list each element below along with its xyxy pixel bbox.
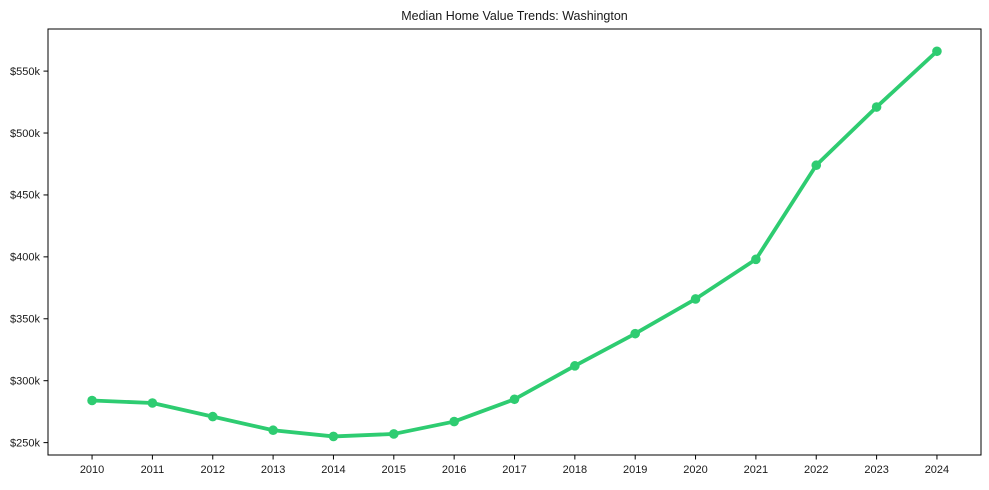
x-tick-label: 2023 [864,464,888,476]
plot-area: $250k $300k $350k $400k $450k $500k $550k 2010 2… [10,28,982,476]
x-tick-label: 2016 [442,464,466,476]
data-point-2019 [630,328,640,339]
x-tick-label: 2019 [623,464,647,476]
x-tick-label: 2020 [683,464,707,476]
trend-line [90,49,939,439]
data-point-2010 [87,395,97,406]
chart-title: Median Home Value Trends: Washington [401,9,628,23]
x-tick-label: 2021 [744,464,768,476]
x-tick-label: 2013 [261,464,285,476]
y-tick-label: $450k [10,190,40,202]
x-tick-label: 2014 [321,464,345,476]
plot-frame [47,28,982,456]
x-tick-label: 2010 [80,464,104,476]
data-point-2016 [449,416,459,427]
data-point-2011 [147,398,158,408]
x-tick-label: 2024 [925,464,949,476]
data-point-2022 [811,160,822,171]
data-point-2018 [570,361,580,371]
y-tick-label: $350k [10,314,40,326]
x-tick-label: 2015 [382,464,406,476]
y-tick-label: $300k [10,375,40,387]
data-point-2023 [871,102,882,112]
x-tick-label: 2012 [201,464,225,476]
x-tick-label: 2011 [141,464,165,476]
x-tick-label: 2018 [563,464,587,476]
data-point-2014 [328,431,339,442]
y-tick-label: $400k [10,252,40,264]
data-point-2015 [389,429,399,439]
x-tick-label: 2022 [804,464,828,476]
data-point-2020 [690,294,701,304]
data-point-2013 [268,425,278,436]
data-point-2021 [751,254,761,265]
x-tick-label: 2017 [502,464,526,476]
data-point-2012 [207,411,218,422]
y-tick-label: $550k [10,66,40,78]
data-point-2017 [509,394,520,405]
data-point-2024 [932,46,942,57]
y-tick-label: $500k [10,128,40,140]
y-tick-label: $250k [10,437,40,449]
